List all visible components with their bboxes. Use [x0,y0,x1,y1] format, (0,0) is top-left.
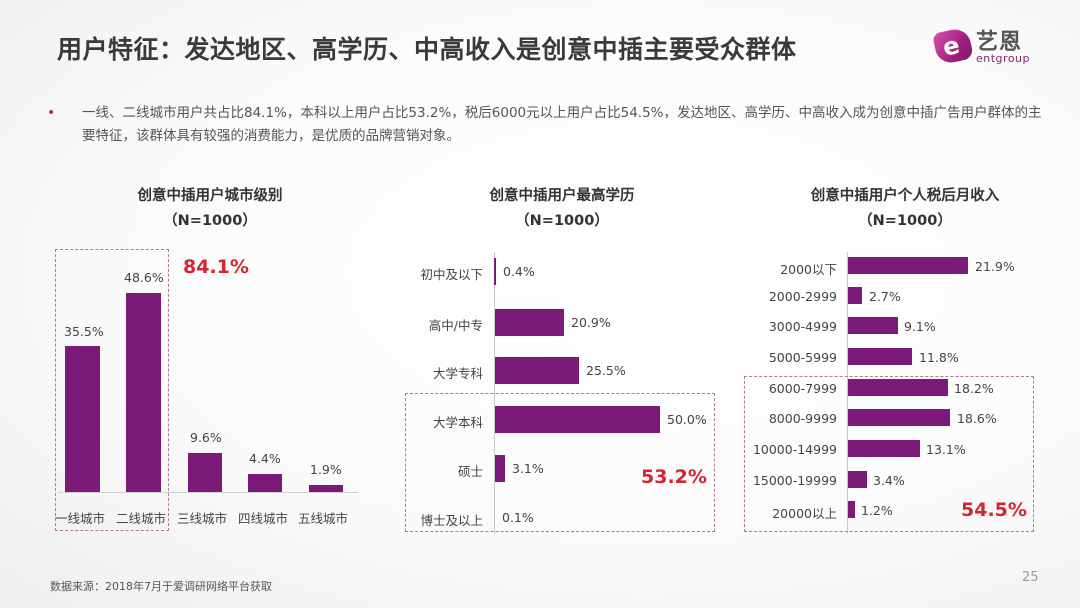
bar [495,406,660,433]
logo-e-icon: e [932,26,974,66]
bar [848,257,968,274]
bar-value-label: 1.9% [310,462,342,477]
category-label: 三线城市 [177,511,228,526]
bar [495,455,505,482]
bar-value-label: 11.8% [919,350,959,365]
logo-english-text: entgroup [976,52,1030,65]
category-label: 10000-14999 [752,442,837,457]
bar-value-label: 18.2% [954,381,994,396]
bar [495,309,564,336]
highlight-value: 53.2% [641,466,707,488]
entgroup-logo: e 艺恩 entgroup [932,24,1045,70]
page-title: 用户特征：发达地区、高学历、中高收入是创意中插主要受众群体 [57,35,797,64]
bar-value-label: 0.1% [502,510,534,525]
bar [848,317,898,334]
bar [848,471,867,488]
bar-value-label: 18.6% [957,411,997,426]
bar-value-label: 21.9% [975,259,1015,274]
bar [248,474,282,492]
category-label: 2000以下 [780,262,837,277]
highlight-box [405,393,715,532]
bar-value-label: 25.5% [586,363,626,378]
bar [495,357,579,384]
category-label: 二线城市 [116,511,167,526]
bar-value-label: 50.0% [667,412,707,427]
category-label: 高中/中专 [428,318,483,333]
bar-value-label: 0.4% [503,264,535,279]
category-label: 硕士 [457,464,483,479]
bar [848,440,920,457]
category-label: 五线城市 [298,511,349,526]
chart-sample-size: （N=1000） [858,213,952,229]
y-axis [847,252,848,534]
summary-text: 一线、二线城市用户共占比84.1%，本科以上用户占比53.2%，税后6000元以… [82,105,1042,144]
bar-value-label: 9.1% [904,319,936,334]
bar [126,293,161,492]
bar [65,346,100,492]
bar [188,453,222,492]
bullet-icon: • [47,105,56,121]
bar-value-label: 9.6% [190,430,222,445]
bar-value-label: 48.6% [124,270,164,285]
category-label: 初中及以下 [420,267,483,282]
bar-value-label: 2.7% [869,289,901,304]
bar-value-label: 4.4% [249,451,281,466]
bar-value-label: 3.1% [512,461,544,476]
category-label: 3000-4999 [768,319,837,334]
chart-title: 创意中插用户个人税后月收入 [810,188,1000,204]
chart-title: 创意中插用户城市级别 [137,188,283,204]
x-axis [58,492,358,493]
bar [848,501,855,518]
bar-value-label: 20.9% [571,315,611,330]
category-label: 四线城市 [238,511,289,526]
bar-value-label: 13.1% [926,442,966,457]
category-label: 15000-19999 [752,473,837,488]
category-label: 一线城市 [55,511,106,526]
bar [494,258,496,285]
category-label: 大学专科 [432,366,483,381]
bar-value-label: 1.2% [861,503,893,518]
category-label: 博士及以上 [420,513,483,528]
category-label: 8000-9999 [768,411,837,426]
bar [848,379,948,396]
chart-title: 创意中插用户最高学历 [489,188,635,204]
page-number: 25 [1022,570,1039,585]
bar [848,287,862,304]
highlight-box [55,249,169,531]
category-label: 20000以上 [772,506,837,521]
category-label: 6000-7999 [768,381,837,396]
logo-chinese-text: 艺恩 [976,30,1023,55]
bar-value-label: 3.4% [873,473,905,488]
bar [848,409,950,426]
highlight-box [744,376,1034,532]
bar [848,348,912,365]
highlight-value: 54.5% [961,499,1027,521]
bar-value-label: 35.5% [64,324,104,339]
chart-sample-size: （N=1000） [515,213,609,229]
bar [309,485,343,492]
category-label: 5000-5999 [768,350,837,365]
category-label: 2000-2999 [768,289,837,304]
highlight-value: 84.1% [183,256,249,278]
data-source: 数据来源：2018年7月于爱调研网络平台获取 [50,580,272,593]
chart-sample-size: （N=1000） [163,213,257,229]
category-label: 大学本科 [432,415,483,430]
